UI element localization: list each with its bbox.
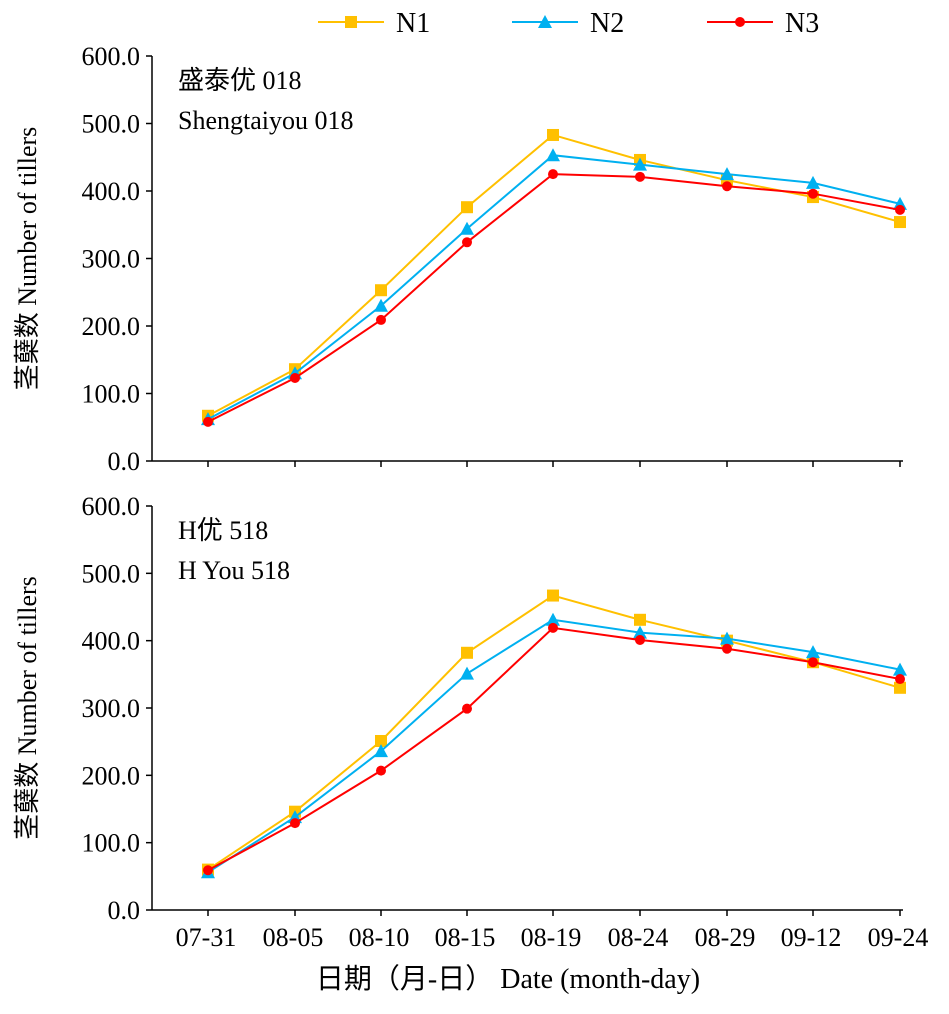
x-tick-label: 08-10 — [349, 923, 410, 952]
panel-title-en: H You 518 — [178, 556, 290, 585]
x-tick-label: 08-29 — [695, 923, 756, 952]
x-tick-label: 09-24 — [868, 923, 929, 952]
x-tick-label: 07-31 — [176, 923, 237, 952]
data-point-N3 — [376, 314, 386, 325]
y-tick-label: 600.0 — [82, 42, 141, 71]
data-point-N3 — [895, 674, 905, 685]
data-point-N2 — [546, 148, 560, 162]
data-point-N1 — [375, 734, 387, 747]
data-point-N1 — [461, 201, 473, 214]
data-point-N2 — [460, 666, 474, 680]
data-point-N3 — [548, 169, 558, 180]
y-tick-label: 400.0 — [82, 177, 141, 206]
data-point-N3 — [462, 703, 472, 714]
data-point-N3 — [376, 765, 386, 776]
data-point-N2 — [633, 625, 647, 639]
data-point-N2 — [546, 612, 560, 626]
data-point-N1 — [547, 589, 559, 602]
legend-marker-N2 — [538, 15, 552, 28]
y-axis-label: 茎蘖数 Number of tillers — [13, 127, 42, 391]
data-point-N2 — [374, 744, 388, 758]
data-point-N1 — [461, 646, 473, 659]
data-point-N3 — [548, 622, 558, 633]
panel-title-cn: H优 518 — [178, 516, 268, 545]
series-line-N3 — [207, 173, 901, 423]
y-tick-label: 100.0 — [82, 380, 141, 409]
panel-title-en: Shengtaiyou 018 — [178, 106, 354, 135]
y-tick-label: 400.0 — [82, 627, 141, 656]
panel-title-cn: 盛泰优 018 — [178, 66, 302, 95]
x-tick-label: 08-05 — [263, 923, 324, 952]
y-tick-label: 600.0 — [82, 492, 141, 521]
data-point-N3 — [290, 818, 300, 829]
y-tick-label: 300.0 — [82, 245, 141, 274]
series-line-N2 — [207, 154, 901, 421]
y-tick-label: 200.0 — [82, 312, 141, 341]
y-tick-label: 200.0 — [82, 761, 141, 790]
data-point-N1 — [547, 128, 559, 141]
data-point-N2 — [633, 157, 647, 171]
x-axis-label: 日期（月-日） Date (month-day) — [316, 963, 700, 995]
data-point-N2 — [460, 221, 474, 235]
data-point-N3 — [808, 657, 818, 668]
data-point-N3 — [722, 643, 732, 654]
data-point-N2 — [893, 662, 907, 676]
data-point-N2 — [720, 167, 734, 181]
x-tick-label: 08-15 — [435, 923, 496, 952]
series-line-N3 — [207, 626, 901, 872]
data-point-N3 — [808, 188, 818, 199]
y-tick-label: 0.0 — [108, 447, 141, 476]
x-tick-label: 08-24 — [608, 923, 669, 952]
legend-label-N2: N2 — [590, 8, 624, 39]
data-point-N3 — [722, 181, 732, 192]
data-point-N3 — [203, 865, 213, 876]
y-tick-label: 500.0 — [82, 559, 141, 588]
legend-label-N3: N3 — [785, 8, 819, 39]
data-point-N3 — [895, 204, 905, 215]
data-point-N3 — [290, 372, 300, 383]
data-point-N2 — [806, 175, 820, 189]
series-line-N1 — [207, 594, 901, 871]
y-axis-label: 茎蘖数 Number of tillers — [13, 576, 42, 840]
data-point-N3 — [635, 171, 645, 182]
x-tick-label: 08-19 — [521, 923, 582, 952]
x-tick-label: 09-12 — [781, 923, 842, 952]
legend-marker-N3 — [735, 17, 745, 27]
data-point-N1 — [634, 613, 646, 626]
data-point-N1 — [894, 216, 906, 229]
data-point-N2 — [806, 645, 820, 659]
y-tick-label: 0.0 — [108, 896, 141, 925]
data-point-N2 — [374, 298, 388, 312]
data-point-N1 — [375, 284, 387, 297]
data-point-N1 — [894, 681, 906, 694]
data-point-N3 — [203, 416, 213, 427]
legend-label-N1: N1 — [396, 8, 430, 39]
y-tick-label: 100.0 — [82, 829, 141, 858]
data-point-N3 — [462, 237, 472, 248]
data-point-N2 — [720, 631, 734, 645]
y-tick-label: 300.0 — [82, 694, 141, 723]
y-tick-label: 500.0 — [82, 110, 141, 139]
legend-marker-N1 — [345, 16, 357, 28]
data-point-N3 — [635, 634, 645, 645]
